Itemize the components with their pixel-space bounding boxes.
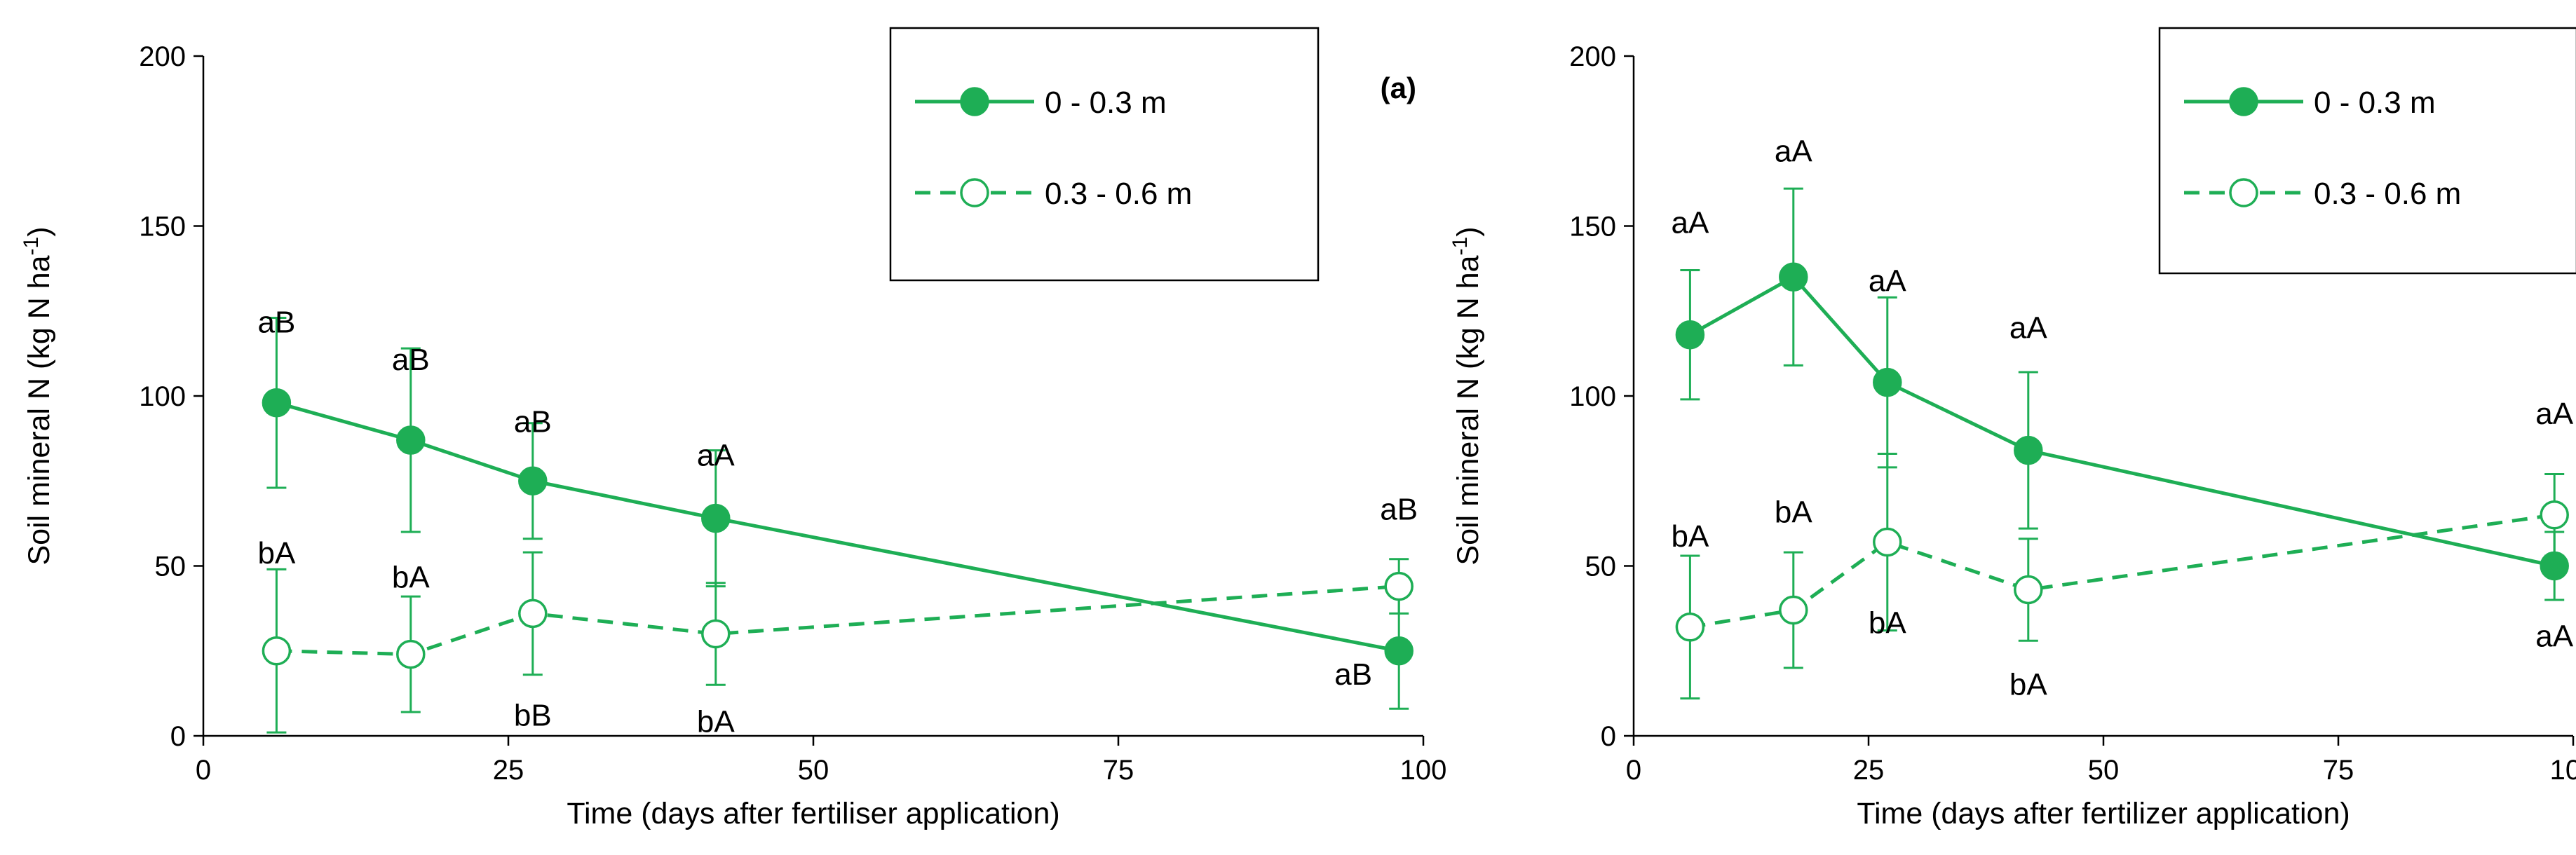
data-point: [2014, 575, 2043, 605]
x-tick-label: 100: [1400, 755, 1447, 786]
significance-label: bA: [1775, 495, 1812, 530]
legend-marker: [960, 178, 989, 207]
y-tick-label: 200: [139, 41, 186, 72]
x-tick-label: 100: [2550, 755, 2576, 786]
legend-box: [889, 27, 1320, 282]
legend: 0 - 0.3 m 0.3 - 0.6 m: [2158, 27, 2576, 275]
data-point: [518, 598, 548, 629]
legend: 0 - 0.3 m 0.3 - 0.6 m: [889, 27, 1320, 282]
data-point: [2014, 435, 2043, 465]
y-tick-label: 0: [170, 721, 186, 752]
data-point: [2540, 500, 2569, 530]
y-tick-label: 200: [1569, 41, 1616, 72]
y-axis-label-superscript: -1: [1449, 237, 1472, 256]
significance-label: bA: [392, 561, 430, 595]
significance-label: aA: [2009, 311, 2047, 346]
significance-label: aB: [257, 306, 295, 340]
significance-label: aA: [1775, 134, 1812, 168]
chart-panel-a: 0 50 100 150 200 0 25 50 75 100 Time (days after f…: [20, 27, 1447, 830]
chart-panel-b: 0 50 100 150 200 0 25 50 75 100 Time (days after f…: [1449, 27, 2576, 830]
y-tick-label: 150: [1569, 212, 1616, 242]
y-axis-label-main: Soil mineral N (kg N ha: [1451, 255, 1485, 565]
legend-marker: [2229, 178, 2258, 207]
y-tick-label: 100: [1569, 381, 1616, 412]
legend-entry-label: 0 - 0.3 m: [2314, 86, 2436, 120]
legend-box: [2158, 27, 2576, 275]
data-point: [262, 388, 292, 418]
panel-label: (a): [1381, 71, 1416, 104]
series-topsoil: [1675, 187, 2569, 601]
data-point: [1873, 527, 1902, 557]
significance-label: aB: [392, 343, 430, 377]
legend-marker: [960, 87, 989, 116]
data-point: [701, 503, 731, 533]
significance-label: bA: [697, 705, 735, 739]
data-point: [518, 466, 548, 495]
significance-label: bA: [1671, 519, 1709, 554]
y-axis-label-close: ): [22, 226, 56, 236]
y-axis-label-superscript: -1: [20, 237, 43, 256]
data-point: [262, 636, 292, 666]
data-point: [701, 619, 731, 649]
data-point: [1779, 595, 1808, 625]
data-point: [1873, 367, 1902, 397]
x-tick-label: 75: [1103, 755, 1134, 786]
y-tick-label: 50: [155, 552, 187, 582]
legend-entry-label: 0.3 - 0.6 m: [2314, 177, 2461, 211]
legend-entry-label: 0.3 - 0.6 m: [1045, 177, 1192, 211]
x-tick-label: 0: [196, 755, 211, 786]
series-subsoil: [262, 551, 1414, 734]
significance-label: bA: [1869, 606, 1906, 641]
y-tick-label: 0: [1601, 721, 1616, 752]
y-axis-label-close: ): [1451, 226, 1485, 236]
significance-label: aA: [697, 439, 735, 473]
x-tick-label: 25: [1853, 755, 1885, 786]
x-tick-label: 0: [1626, 755, 1641, 786]
data-point: [396, 639, 426, 669]
y-tick-label: 100: [139, 381, 186, 412]
x-axis-label: Time (days after fertiliser application): [567, 797, 1059, 830]
legend-marker: [2229, 87, 2258, 116]
data-point: [1675, 613, 1705, 642]
x-tick-label: 25: [493, 755, 524, 786]
data-point: [1675, 320, 1705, 350]
significance-label: aB: [1380, 493, 1418, 527]
data-point: [396, 425, 426, 455]
y-tick-label: 150: [139, 212, 186, 242]
y-axis-label-main: Soil mineral N (kg N ha: [22, 255, 56, 565]
significance-label: aA: [2535, 620, 2573, 654]
x-axis-label: Time (days after fertilizer application): [1857, 797, 2350, 830]
significance-label: aA: [2535, 397, 2573, 431]
significance-label: aB: [514, 404, 552, 439]
data-point: [1779, 262, 1808, 292]
significance-label: aA: [1671, 206, 1709, 240]
series-topsoil: [262, 316, 1414, 710]
x-tick-label: 50: [2088, 755, 2120, 786]
x-tick-label: 50: [798, 755, 829, 786]
significance-label: aB: [1334, 657, 1372, 692]
y-axis-label: Soil mineral N (kg N ha-1): [1449, 226, 1486, 565]
data-point: [1384, 571, 1414, 601]
significance-label: bB: [514, 698, 552, 732]
x-tick-label: 75: [2323, 755, 2354, 786]
significance-label: aA: [1869, 264, 1906, 299]
series-subsoil: [1675, 452, 2569, 700]
significance-label: bA: [257, 536, 295, 570]
data-point: [1384, 636, 1414, 666]
y-axis-label: Soil mineral N (kg N ha-1): [20, 226, 57, 565]
significance-label: bA: [2009, 667, 2047, 702]
y-tick-label: 50: [1585, 552, 1617, 582]
legend-entry-label: 0 - 0.3 m: [1045, 86, 1167, 120]
